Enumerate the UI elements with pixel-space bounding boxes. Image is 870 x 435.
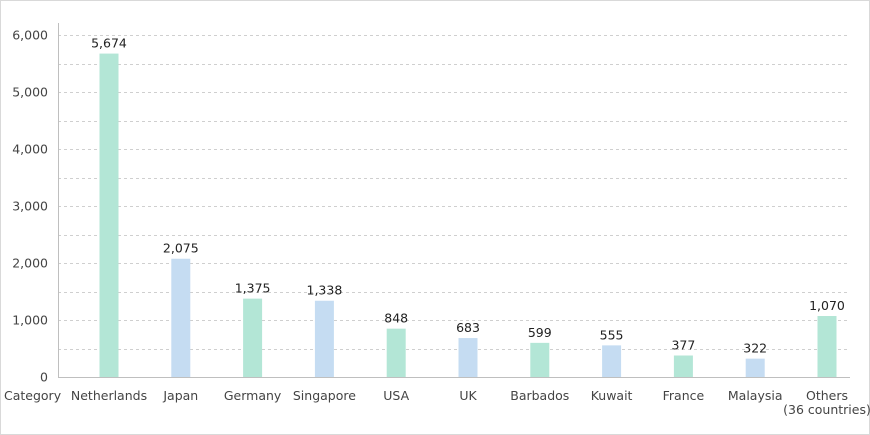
bar-value-label: 5,674 [91,36,127,51]
y-tick-label: 1,000 [12,313,48,328]
x-tick-label: Netherlands [71,388,147,403]
bar-value-label: 1,375 [235,281,271,296]
x-tick-label: Barbados [510,388,569,403]
bar [673,355,693,377]
y-tick-label: 3,000 [12,199,48,214]
bar-value-label: 848 [384,311,408,326]
y-tick-label: 2,000 [12,256,48,271]
x-tick-label: Malaysia [728,388,783,403]
bar [530,342,550,377]
bar [745,358,765,377]
bars [99,53,837,377]
bar-value-label: 683 [456,320,480,335]
x-tick-label: Others (36 countries) [783,388,870,417]
x-axis-title: Category [4,388,62,403]
x-tick-label: Japan [162,388,198,403]
bar [602,345,622,377]
bar-value-label: 555 [600,327,624,342]
x-tick-label: France [663,388,705,403]
x-axis: Category Netherlands Japan Germany Singapor… [4,377,870,417]
value-labels: 5,674 2,075 1,375 1,338 848 683 599 555 377 322 1,… [91,36,845,356]
bar [243,298,263,377]
bar-value-label: 1,338 [307,283,343,298]
bar-value-label: 1,070 [809,298,845,313]
y-tick-label: 5,000 [12,85,48,100]
bar-value-label: 322 [743,341,767,356]
bar [817,316,837,377]
bar [458,338,478,377]
x-tick-label: USA [383,388,409,403]
bar-value-label: 2,075 [163,241,199,256]
x-tick-label: UK [459,388,477,403]
x-tick-label: Singapore [293,388,356,403]
bar-value-label: 377 [671,338,695,353]
bar [99,53,119,377]
x-tick-label: Germany [224,388,282,403]
y-tick-label: 6,000 [12,28,48,43]
bar-value-label: 599 [528,325,552,340]
y-tick-label: 4,000 [12,142,48,157]
bar [171,258,191,377]
y-tick-label: 0 [40,370,48,385]
bar [314,300,334,377]
y-axis: 0 1,000 2,000 3,000 4,000 5,000 6,000 [12,23,59,385]
bar [386,328,406,377]
x-tick-label: Kuwait [591,388,633,403]
